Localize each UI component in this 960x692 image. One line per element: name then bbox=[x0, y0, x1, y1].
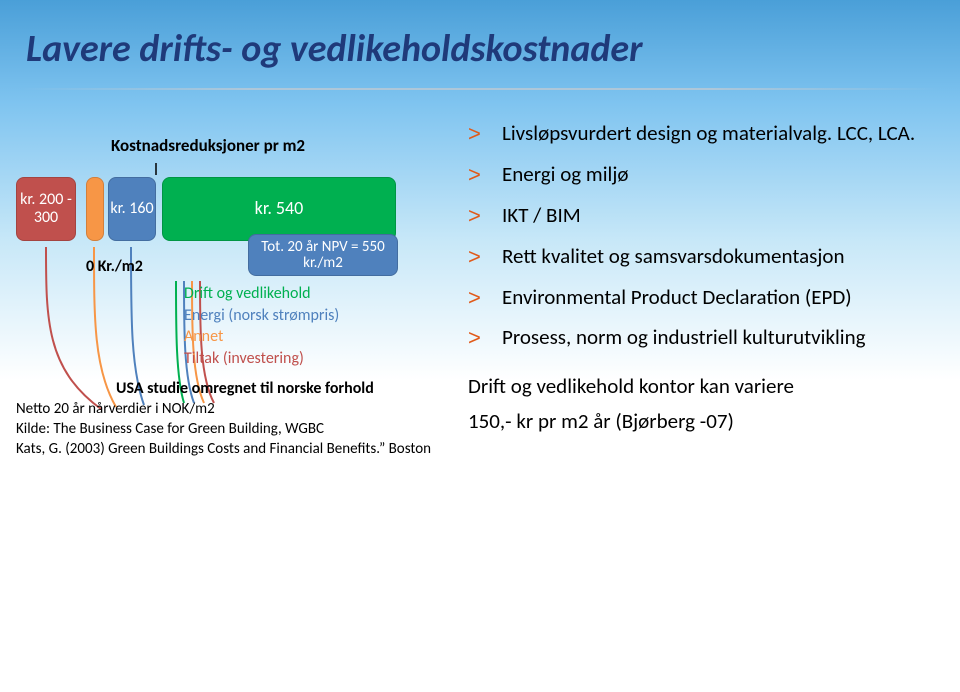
trail-line-2: 150,- kr pr m2 år (Bjørberg -07) bbox=[462, 408, 942, 435]
legend-energi: Energi (norsk strømpris) bbox=[184, 305, 339, 327]
legend-tiltak: Tiltak (investering) bbox=[184, 348, 339, 370]
kilde-line: Kilde: The Business Case for Green Build… bbox=[16, 420, 324, 438]
zero-label: 0 Kr./m2 bbox=[86, 257, 143, 276]
bullet-item: IKT / BIM bbox=[462, 202, 942, 229]
legend-drift: Drift og vedlikehold bbox=[184, 283, 339, 305]
box-tiltak: kr. 200 - 300 bbox=[16, 177, 76, 241]
box-total-npv: Tot. 20 år NPV = 550 kr./m2 bbox=[248, 234, 398, 276]
netto-line: Netto 20 år nårverdier i NOK/m2 bbox=[16, 400, 215, 418]
studie-line: USA studie omregnet til norske forhold bbox=[116, 379, 374, 398]
legend-annet: Annet bbox=[184, 326, 339, 348]
box-drift: kr. 540 bbox=[162, 177, 396, 241]
box-annet bbox=[86, 177, 104, 241]
legend: Drift og vedlikehold Energi (norsk strøm… bbox=[184, 283, 339, 369]
bullet-list: Livsløpsvurdert design og materialvalg. … bbox=[462, 120, 942, 435]
divider bbox=[20, 88, 940, 90]
trail-line-1: Drift og vedlikehold kontor kan variere bbox=[462, 373, 942, 400]
diagram-subtitle: Kostnadsreduksjoner pr m2 bbox=[111, 135, 305, 156]
box-energi: kr. 160 bbox=[108, 177, 156, 241]
slide-title: Lavere drifts- og vedlikeholdskostnader bbox=[26, 26, 642, 72]
bullet-item: Environmental Product Declaration (EPD) bbox=[462, 284, 942, 311]
cost-diagram: Kostnadsreduksjoner pr m2 kr. 200 - 300 … bbox=[16, 135, 456, 565]
bullet-item: Livsløpsvurdert design og materialvalg. … bbox=[462, 120, 942, 147]
kats-line: Kats, G. (2003) Green Buildings Costs an… bbox=[16, 440, 431, 458]
bullet-item: Rett kvalitet og samsvarsdokumentasjon bbox=[462, 243, 942, 270]
bullet-item: Prosess, norm og industriell kulturutvik… bbox=[462, 324, 942, 351]
bullet-item: Energi og miljø bbox=[462, 161, 942, 188]
